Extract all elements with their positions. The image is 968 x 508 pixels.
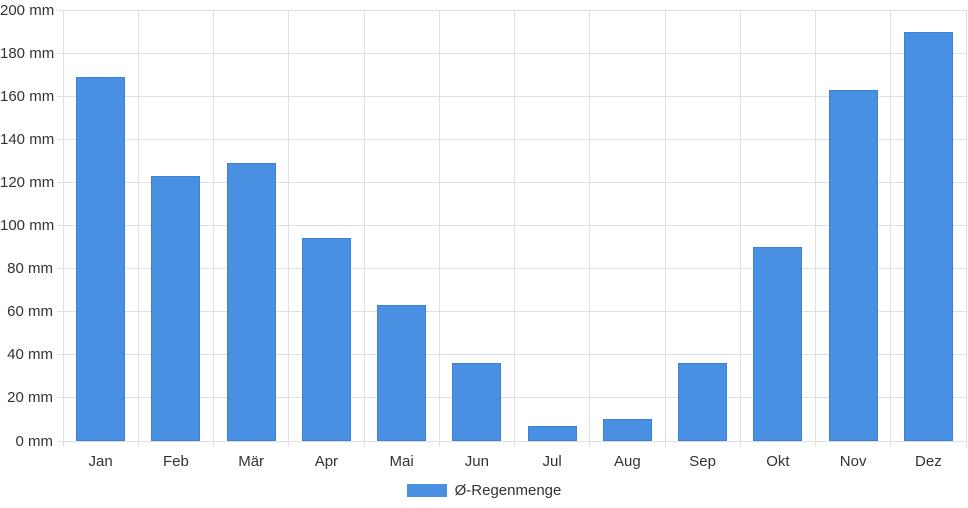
- bar-apr[interactable]: [301, 238, 351, 441]
- y-axis-tick-140: [57, 138, 63, 140]
- x-axis-label-mai: Mai: [389, 453, 414, 470]
- x-axis-tick-10: [815, 441, 816, 447]
- v-gridline-2: [213, 10, 214, 441]
- v-gridline-6: [514, 10, 515, 441]
- x-axis-tick-7: [589, 441, 591, 447]
- v-gridline-7: [589, 10, 591, 441]
- x-axis-tick-6: [514, 441, 515, 447]
- x-axis-label-apr: Apr: [314, 453, 339, 470]
- x-axis-tick-2: [213, 441, 214, 447]
- y-axis-label-160: 160 mm: [0, 87, 55, 105]
- x-axis-label-jun: Jun: [464, 453, 489, 470]
- x-axis-tick-1: [137, 441, 139, 447]
- x-axis-tick-5: [438, 441, 440, 447]
- y-axis-tick-40: [57, 354, 63, 356]
- x-axis-label-jul: Jul: [542, 453, 562, 470]
- y-axis-tick-0: [57, 440, 63, 442]
- bar-jan[interactable]: [76, 76, 126, 441]
- x-axis-label-sep: Sep: [689, 453, 716, 470]
- y-axis-label-40: 40 mm: [7, 346, 53, 364]
- x-axis-label-feb: Feb: [162, 453, 189, 470]
- bar-jul[interactable]: [527, 425, 577, 441]
- x-axis-tick-3: [288, 441, 290, 447]
- v-gridline-1: [137, 10, 139, 441]
- v-gridline-9: [739, 10, 741, 441]
- y-axis-label-180: 180 mm: [0, 44, 55, 62]
- x-axis-label-maer: Mär: [238, 453, 265, 470]
- y-axis-tick-20: [57, 397, 63, 399]
- x-axis-label-dez: Dez: [915, 453, 942, 470]
- y-axis-tick-100: [57, 225, 63, 226]
- bar-aug[interactable]: [602, 419, 652, 441]
- bar-dez[interactable]: [903, 31, 953, 441]
- v-gridline-4: [363, 10, 365, 441]
- y-axis-tick-180: [57, 52, 63, 54]
- x-axis-label-okt: Okt: [766, 453, 790, 470]
- bar-mai[interactable]: [377, 305, 427, 441]
- v-gridline-3: [288, 10, 290, 441]
- bar-maer[interactable]: [226, 163, 276, 441]
- y-axis-label-120: 120 mm: [0, 173, 55, 191]
- v-gridline-12: [965, 10, 967, 441]
- y-axis-tick-60: [57, 311, 63, 313]
- x-axis-tick-9: [739, 441, 741, 447]
- x-axis-tick-11: [890, 441, 892, 447]
- v-gridline-8: [664, 10, 666, 441]
- y-axis-label-60: 60 mm: [7, 303, 53, 321]
- bar-sep[interactable]: [678, 363, 728, 441]
- bar-nov[interactable]: [828, 89, 878, 441]
- x-axis-tick-4: [363, 441, 365, 447]
- x-axis-tick-0: [62, 441, 64, 447]
- y-axis-label-80: 80 mm: [7, 260, 53, 278]
- x-axis-tick-8: [664, 441, 666, 447]
- legend-label: Ø-Regenmenge: [454, 481, 562, 499]
- x-axis-label-jan: Jan: [88, 453, 113, 470]
- bar-jun[interactable]: [452, 363, 502, 441]
- x-axis-label-aug: Aug: [614, 453, 641, 470]
- x-axis-label-nov: Nov: [839, 453, 867, 470]
- y-axis-tick-160: [57, 95, 63, 97]
- v-gridline-0: [62, 10, 64, 441]
- y-axis-label-200: 200 mm: [0, 1, 55, 19]
- y-axis-tick-120: [57, 181, 63, 183]
- y-axis-label-20: 20 mm: [7, 389, 53, 407]
- bar-feb[interactable]: [151, 175, 201, 441]
- v-gridline-5: [438, 10, 440, 441]
- v-gridline-10: [815, 10, 816, 441]
- y-axis-tick-80: [57, 268, 63, 270]
- x-axis-tick-12: [965, 441, 967, 447]
- y-axis-label-100: 100 mm: [0, 217, 55, 234]
- y-axis-label-140: 140 mm: [0, 130, 55, 148]
- y-axis-tick-200: [57, 9, 63, 11]
- bar-okt[interactable]: [753, 247, 803, 441]
- y-axis-label-0: 0 mm: [15, 432, 54, 450]
- legend-swatch-icon: [406, 483, 447, 497]
- v-gridline-11: [890, 10, 892, 441]
- legend-item[interactable]: Ø-Regenmenge: [0, 480, 968, 500]
